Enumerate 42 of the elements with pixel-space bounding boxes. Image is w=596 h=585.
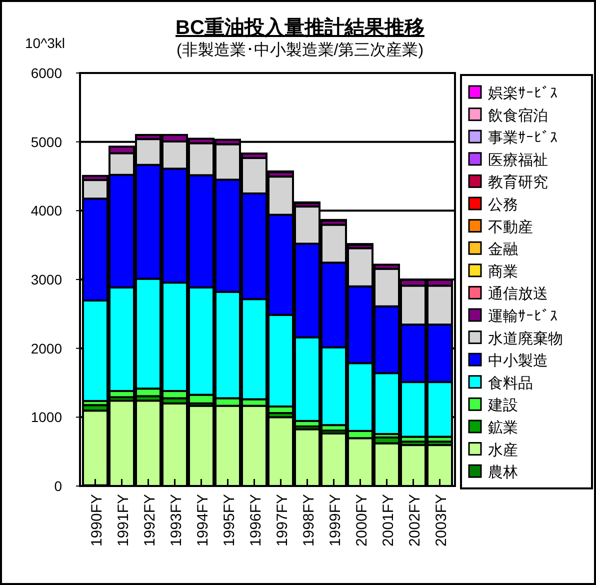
x-tick-label: 1991FY	[114, 494, 132, 547]
legend-label: 飲食宿泊	[488, 107, 548, 124]
y-tick-label: 1000	[30, 409, 62, 426]
legend-label: 事業ｻｰﾋﾞｽ	[488, 130, 558, 147]
y-tick-label: 3000	[30, 272, 62, 288]
x-tick-label: 2001FY	[380, 494, 397, 547]
x-tick-label: 1998FY	[300, 494, 318, 547]
y-tick-label: 2000	[30, 340, 62, 356]
legend-label: 食料品	[488, 374, 533, 392]
x-tick-label: 1993FY	[168, 494, 185, 547]
legend-label: 鉱業	[488, 420, 518, 436]
legend-label: 娯楽ｻｰﾋﾞｽ	[488, 85, 558, 102]
y-tick-label: 0	[54, 478, 62, 494]
x-tick-label: 2002FY	[406, 494, 424, 547]
y-tick-label: 6000	[30, 65, 62, 81]
legend-label: 教育研究	[488, 174, 548, 192]
legend-label: 通信放送	[488, 286, 548, 303]
legend-label: 農林	[488, 464, 518, 482]
y-tick-label: 5000	[30, 134, 62, 150]
y-tick-label: 4000	[30, 202, 62, 219]
legend-label: 金融	[488, 241, 518, 258]
chart-subtitle: (非製造業･中小製造業/第三次産業)	[176, 41, 424, 59]
x-tick-label: 1999FY	[326, 494, 344, 547]
legend-label: 公務	[488, 196, 518, 214]
chart-title: BC重油投入量推計結果推移	[176, 16, 424, 39]
x-tick-label: 1995FY	[220, 494, 238, 547]
legend-label: 医療福祉	[488, 152, 548, 169]
x-tick-label: 2003FY	[432, 494, 450, 547]
legend-label: 不動産	[488, 218, 533, 236]
legend-label: 運輸ｻｰﾋﾞｽ	[488, 308, 558, 325]
x-tick-label: 1990FY	[88, 494, 106, 547]
legend-label: 中小製造	[488, 352, 548, 370]
x-tick-label: 1997FY	[274, 494, 291, 547]
legend-label: 水道廃棄物	[488, 330, 563, 348]
y-axis-title: 10^3kl	[25, 35, 66, 51]
x-tick-label: 1992FY	[141, 494, 158, 547]
x-tick-label: 2000FY	[353, 494, 370, 547]
x-tick-label: 1996FY	[247, 494, 264, 547]
legend-label: 商業	[488, 263, 518, 280]
legend-label: 水産	[488, 442, 518, 459]
legend-label: 建設	[487, 397, 518, 414]
x-tick-label: 1994FY	[194, 494, 212, 547]
